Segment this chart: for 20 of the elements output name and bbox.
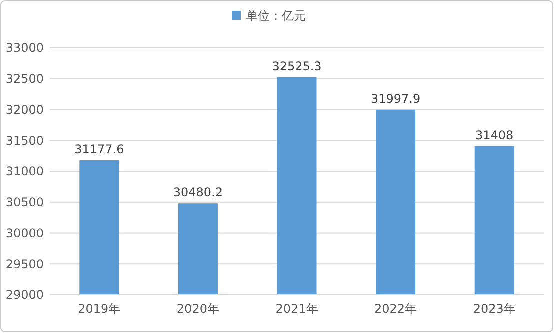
y-tick-label: 31000 <box>6 164 44 179</box>
x-tick-label: 2020年 <box>176 302 220 316</box>
y-tick-label: 32500 <box>6 72 44 86</box>
x-tick-label: 2022年 <box>374 302 418 316</box>
y-tick-label: 30500 <box>6 196 44 210</box>
y-tick-label: 30000 <box>6 226 44 240</box>
data-label: 31408 <box>476 128 514 142</box>
data-label: 31177.6 <box>74 142 124 157</box>
y-tick-label: 31500 <box>6 134 44 148</box>
data-label: 30480.2 <box>173 186 224 200</box>
x-tick-label: 2021年 <box>276 302 318 316</box>
data-label: 32525.3 <box>272 59 322 74</box>
x-tick-label: 2023年 <box>473 302 516 316</box>
y-tick-label: 33000 <box>6 41 44 56</box>
y-tick-label: 29000 <box>6 288 44 302</box>
y-tick-label: 29500 <box>6 257 44 272</box>
legend-label: 单位：亿元 <box>246 9 306 23</box>
data-label: 31997.9 <box>370 92 421 106</box>
y-tick-label: 32000 <box>6 102 44 117</box>
x-tick-label: 2019年 <box>78 302 121 316</box>
